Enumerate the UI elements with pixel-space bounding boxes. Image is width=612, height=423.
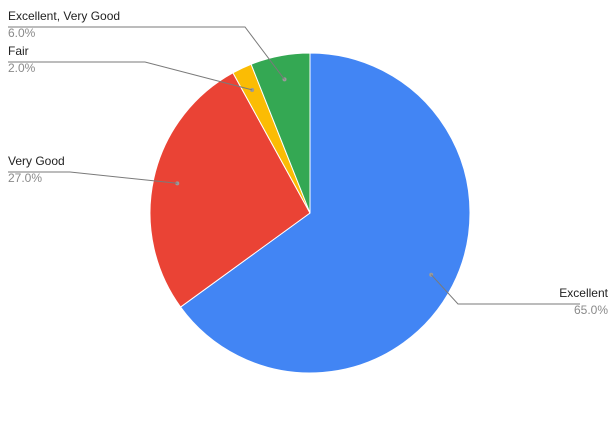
slice-label-name: Fair xyxy=(8,44,29,58)
slice-label-percent: 65.0% xyxy=(574,303,608,317)
leader-line xyxy=(430,274,580,305)
slice-labels: Excellent 65.0% Very Good 27.0% Fair 2.0% Exce… xyxy=(8,9,609,317)
leader-line xyxy=(8,26,285,80)
leader-dot xyxy=(250,87,255,92)
slice-label-percent: 2.0% xyxy=(8,61,36,75)
slice-label-name: Excellent, Very Good xyxy=(8,9,120,23)
pie-slice-excellent-very-good[interactable] xyxy=(250,52,311,214)
pie-slice-very-good[interactable] xyxy=(149,72,311,308)
pie-slice-excellent[interactable] xyxy=(179,52,471,374)
slice-label-name: Very Good xyxy=(8,154,65,168)
slice-label-name: Excellent xyxy=(559,286,608,300)
pie-slices xyxy=(149,52,471,374)
leader-line xyxy=(8,61,253,91)
leader-line xyxy=(8,171,178,184)
slice-label-percent: 27.0% xyxy=(8,171,42,185)
slice-label-percent: 6.0% xyxy=(8,26,36,40)
leader-lines xyxy=(8,26,580,305)
